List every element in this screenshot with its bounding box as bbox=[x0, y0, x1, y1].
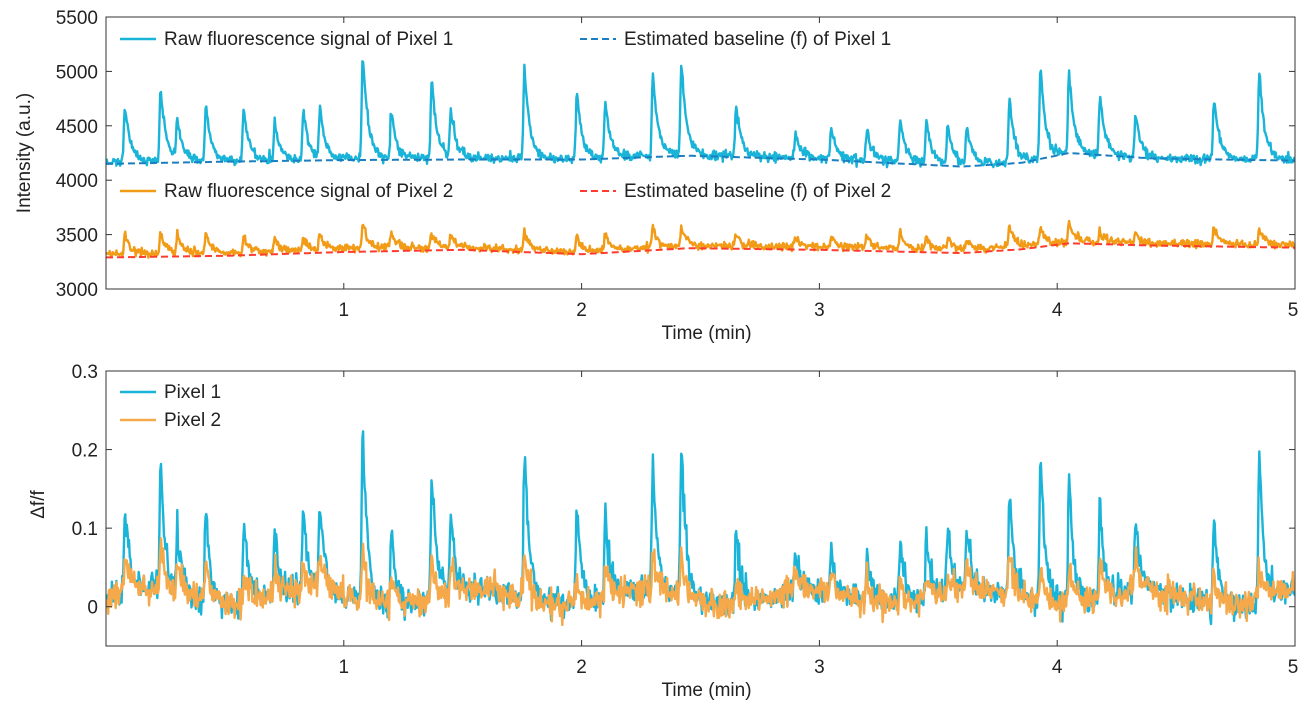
legend-label: Pixel 2 bbox=[164, 410, 221, 431]
x-tick-label: 3 bbox=[814, 300, 825, 321]
panel-top: 1 2 3 4 5 3000 3500 4000 4500 5000 5500 Time (min) I… bbox=[14, 8, 1298, 344]
series-line-raw-fluorescence-signal-of-pixel-1 bbox=[106, 61, 1295, 167]
legend-label: Pixel 1 bbox=[164, 382, 221, 403]
panel-bottom: 1 2 3 4 5 0 0.1 0.2 0.3 Time (min) Δf/f Pixel 1 Pixe… bbox=[28, 362, 1298, 701]
y-tick-label: 5000 bbox=[56, 62, 98, 83]
y-tick-label: 0.2 bbox=[72, 441, 98, 462]
x-tick-label: 5 bbox=[1288, 300, 1299, 321]
legend-label: Raw fluorescence signal of Pixel 1 bbox=[164, 29, 453, 50]
legend-label: Estimated baseline (f) of Pixel 1 bbox=[624, 29, 891, 50]
x-tick-label: 5 bbox=[1288, 657, 1299, 678]
legend-label: Estimated baseline (f) of Pixel 2 bbox=[624, 181, 891, 202]
x-axis-label: Time (min) bbox=[661, 323, 751, 344]
y-tick-label: 4500 bbox=[56, 117, 98, 138]
y-tick-label: 0.1 bbox=[72, 519, 98, 540]
x-tick-label: 2 bbox=[576, 300, 587, 321]
legend-label: Raw fluorescence signal of Pixel 2 bbox=[164, 181, 453, 202]
x-tick-label: 2 bbox=[576, 657, 587, 678]
plot-area bbox=[106, 61, 1295, 257]
y-tick-label: 3000 bbox=[56, 280, 98, 301]
y-tick-label: 0.3 bbox=[72, 362, 98, 383]
y-tick-label: 3500 bbox=[56, 226, 98, 247]
y-tick-label: 4000 bbox=[56, 171, 98, 192]
series-line-raw-fluorescence-signal-of-pixel-2 bbox=[106, 221, 1295, 258]
y-tick-label: 5500 bbox=[56, 8, 98, 29]
plot-area bbox=[106, 431, 1295, 625]
x-tick-label: 1 bbox=[339, 657, 350, 678]
y-tick-label: 0 bbox=[87, 598, 98, 619]
y-axis-label: Intensity (a.u.) bbox=[14, 93, 35, 213]
x-tick-label: 4 bbox=[1052, 300, 1063, 321]
x-tick-label: 4 bbox=[1052, 657, 1063, 678]
x-tick-label: 3 bbox=[814, 657, 825, 678]
y-axis-label: Δf/f bbox=[28, 490, 49, 519]
x-axis-label: Time (min) bbox=[661, 680, 751, 701]
x-tick-label: 1 bbox=[339, 300, 350, 321]
